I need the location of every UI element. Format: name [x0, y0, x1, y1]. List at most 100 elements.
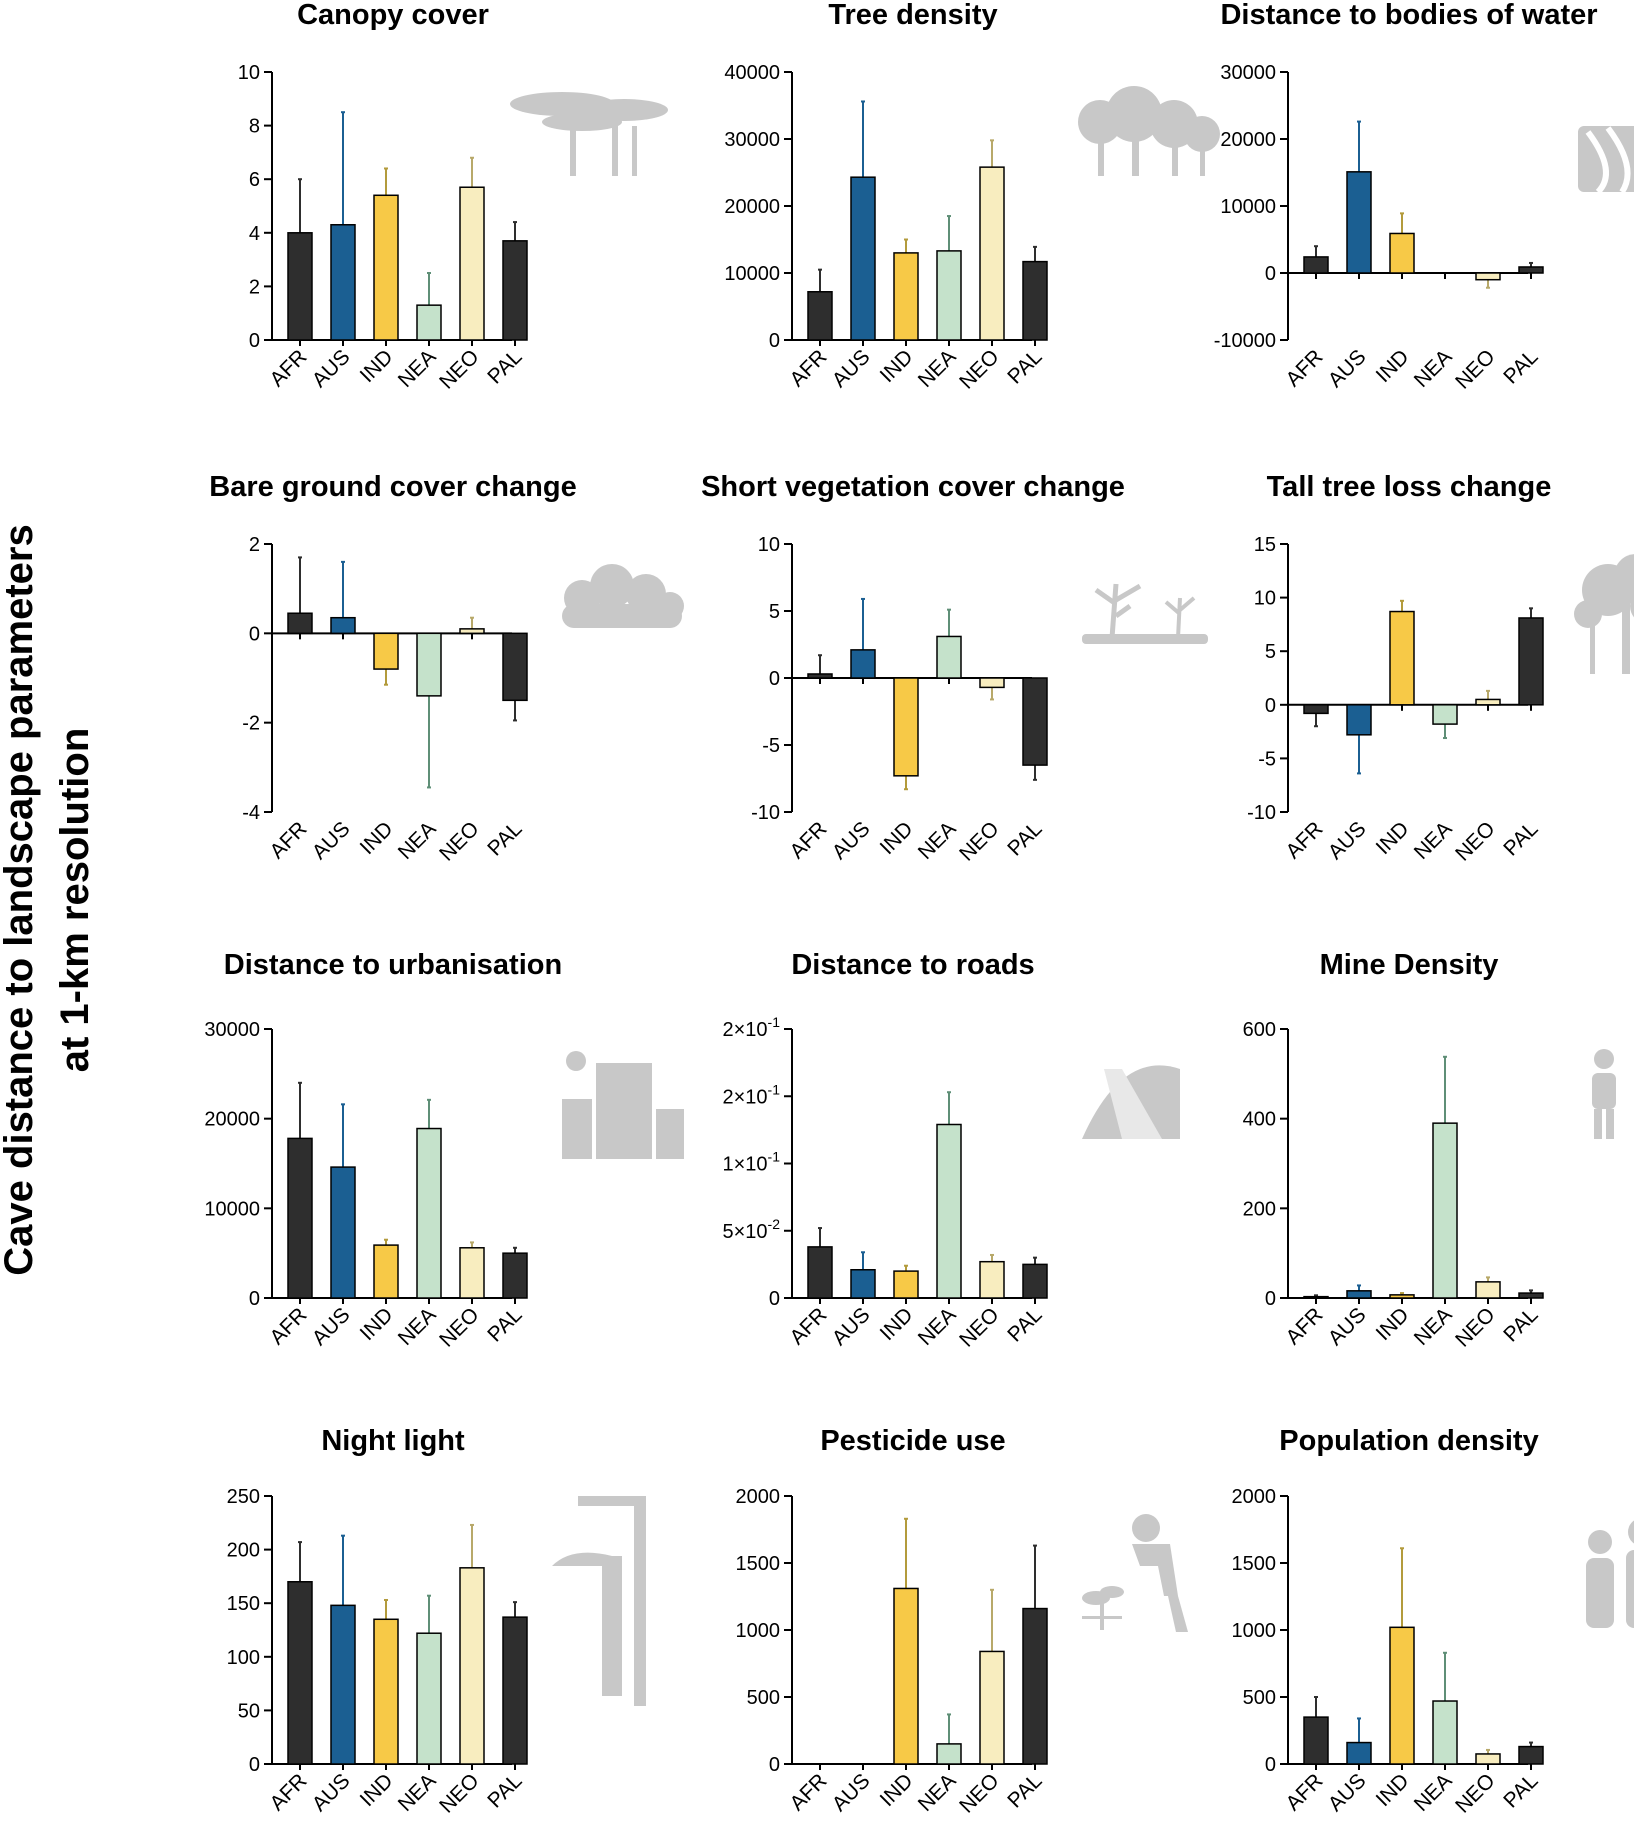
x-tick-label: AFR — [266, 817, 312, 863]
bar-neo — [459, 628, 485, 635]
x-tick-label: IND — [356, 345, 398, 387]
x-tick-label: NEO — [1451, 817, 1499, 865]
bar-pal — [502, 240, 528, 341]
x-tick-label: AFR — [1282, 1769, 1328, 1815]
x-tick-label: AFR — [1282, 817, 1328, 863]
bar-neo — [459, 1247, 485, 1299]
bar-pal — [502, 1252, 528, 1299]
x-tick-label: PAL — [1003, 817, 1046, 860]
tree-icon — [1574, 554, 1634, 674]
bar-neo — [979, 1650, 1005, 1765]
bar-afr — [807, 673, 833, 679]
bar-aus — [1346, 1290, 1372, 1299]
y-tick-label: -10 — [1247, 802, 1276, 824]
y-tick-label: 10 — [758, 534, 780, 556]
miner-icon — [1592, 1049, 1616, 1139]
y-tick-label: 2×10-1 — [722, 1014, 780, 1041]
bar-afr — [1303, 256, 1329, 274]
x-tick-label: AFR — [266, 345, 312, 391]
y-tick-label: -10000 — [1214, 330, 1276, 352]
bare-trees-icon — [1082, 583, 1208, 644]
y-tick-label: 2 — [249, 276, 260, 298]
bar-afr — [287, 1137, 313, 1299]
farmer-spraying-icon — [1082, 1514, 1188, 1632]
y-tick-label: 2000 — [736, 1486, 781, 1508]
y-tick-label: 5×10-2 — [722, 1216, 780, 1243]
x-tick-label: IND — [1372, 1769, 1414, 1811]
chart-title: Population density — [1279, 1425, 1538, 1457]
y-tick-label: 2 — [249, 534, 260, 556]
y-tick-label: 20000 — [1220, 129, 1276, 151]
bar-nea — [936, 635, 962, 679]
y-tick-label: 150 — [227, 1593, 260, 1615]
bar-pal — [1518, 266, 1544, 274]
y-tick-label: 2000 — [1232, 1486, 1277, 1508]
x-tick-label: AFR — [786, 1769, 832, 1815]
x-tick-label: AFR — [266, 1769, 312, 1815]
y-axis-title-line2: at 1-km resolution — [53, 728, 97, 1073]
bar-neo — [979, 1260, 1005, 1299]
bar-aus — [850, 176, 876, 341]
bar-aus — [1346, 1741, 1372, 1765]
bar-nea — [1432, 704, 1458, 725]
x-tick-label: PAL — [1003, 1769, 1046, 1812]
x-tick-label: IND — [356, 1303, 398, 1345]
y-tick-label: 200 — [227, 1540, 260, 1562]
bar-aus — [850, 649, 876, 679]
bar-aus — [1346, 171, 1372, 274]
y-tick-label: 2×10-1 — [722, 1081, 780, 1108]
chart-title: Pesticide use — [820, 1425, 1005, 1457]
chart-panel-short-vegetation-cover-change: Short vegetation cover change -10 -5 0 5 10 AF… — [701, 471, 1208, 866]
y-tick-label: 30000 — [1220, 62, 1276, 84]
x-tick-label: NEA — [914, 1769, 961, 1816]
x-tick-label: NEA — [914, 345, 961, 392]
y-tick-label: 0 — [249, 623, 260, 645]
y-tick-label: 10000 — [724, 263, 780, 285]
x-tick-label: AUS — [308, 1769, 355, 1816]
bar-afr — [1303, 1295, 1329, 1299]
x-tick-label: IND — [876, 1769, 918, 1811]
bar-ind — [1389, 610, 1415, 706]
chart-title: Distance to roads — [791, 949, 1034, 981]
bar-neo — [979, 166, 1005, 341]
chart-title: Distance to urbanisation — [224, 949, 562, 981]
x-tick-label: AUS — [828, 817, 875, 864]
bar-nea — [1432, 1122, 1458, 1299]
y-tick-label: -4 — [242, 802, 260, 824]
x-tick-label: AFR — [786, 1303, 832, 1349]
x-tick-label: IND — [1372, 1303, 1414, 1345]
x-tick-label: AUS — [308, 345, 355, 392]
y-tick-label: 500 — [747, 1687, 780, 1709]
x-tick-label: AUS — [828, 1303, 875, 1350]
y-tick-label: -5 — [762, 735, 780, 757]
bar-ind — [1389, 232, 1415, 274]
bar-neo — [1475, 1281, 1501, 1299]
y-tick-label: 0 — [769, 330, 780, 352]
chart-title: Tree density — [828, 0, 997, 31]
y-tick-label: 1000 — [1232, 1620, 1277, 1642]
y-tick-label: 0 — [249, 1288, 260, 1310]
x-tick-label: PAL — [1499, 817, 1542, 860]
x-tick-label: IND — [1372, 345, 1414, 387]
bar-pal — [502, 1616, 528, 1765]
y-tick-label: 50 — [238, 1700, 260, 1722]
x-tick-label: NEA — [394, 1303, 441, 1350]
y-tick-label: -10 — [751, 802, 780, 824]
x-tick-label: PAL — [1003, 345, 1046, 388]
y-tick-label: 10000 — [204, 1198, 260, 1220]
x-tick-label: PAL — [483, 345, 526, 388]
bar-afr — [807, 1246, 833, 1299]
chart-title: Tall tree loss change — [1267, 471, 1552, 503]
y-tick-label: 0 — [769, 1288, 780, 1310]
x-tick-label: AFR — [786, 345, 832, 391]
bar-ind — [893, 1587, 919, 1765]
bar-ind — [373, 632, 399, 670]
y-tick-label: -2 — [242, 713, 260, 735]
x-tick-label: AFR — [1282, 1303, 1328, 1349]
bar-aus — [330, 1166, 356, 1299]
y-tick-label: 0 — [769, 1754, 780, 1776]
y-tick-label: 0 — [769, 668, 780, 690]
